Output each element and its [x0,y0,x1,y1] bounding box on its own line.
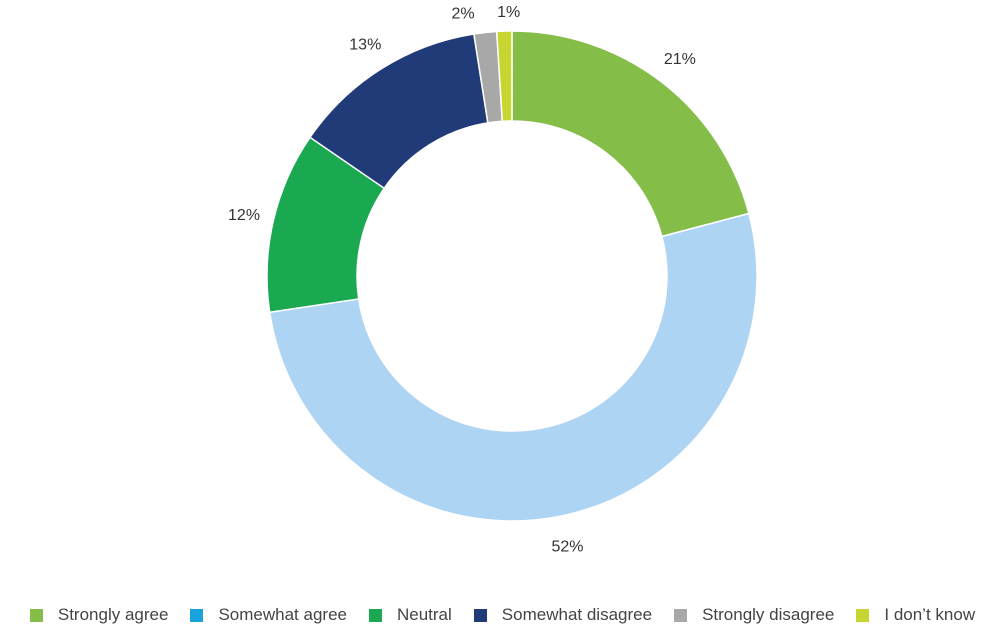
legend-item-neutral: Neutral [368,605,452,625]
legend-label: I don’t know [884,605,976,624]
slice-i-don-t-know [495,30,513,123]
legend-label: Strongly agree [57,605,169,624]
legend-swatch [473,608,487,622]
legend-label: Somewhat disagree [501,605,653,624]
data-label-strongly-agree: 21% [664,51,696,68]
data-label-strongly-disagree: 2% [452,6,475,23]
legend-item-i-don-t-know: I don’t know [856,605,975,625]
slice-strongly-agree [511,30,750,238]
data-label-somewhat-agree: 52% [551,538,583,555]
data-label-neutral: 12% [228,207,260,224]
slice-somewhat-agree [268,212,758,522]
legend: Strongly agree Somewhat agree Neutral Somew… [0,601,1005,629]
legend-item-somewhat-disagree: Somewhat disagree [473,605,653,625]
legend-swatch [368,608,382,622]
legend-swatch [856,608,870,622]
legend-swatch [190,608,204,622]
data-label-i-don-t-know: 1% [497,4,520,21]
legend-item-strongly-disagree: Strongly disagree [674,605,834,625]
legend-item-strongly-agree: Strongly agree [29,605,169,625]
donut-chart: 21% 52% 12% 13% 2% 1% [228,4,758,555]
legend-label: Somewhat agree [218,605,347,624]
legend-swatch [29,608,43,622]
legend-swatch [674,608,688,622]
legend-label: Strongly disagree [702,605,835,624]
legend-item-somewhat-agree: Somewhat agree [190,605,347,625]
legend-label: Neutral [396,605,452,624]
data-label-somewhat-disagree: 13% [349,36,381,53]
